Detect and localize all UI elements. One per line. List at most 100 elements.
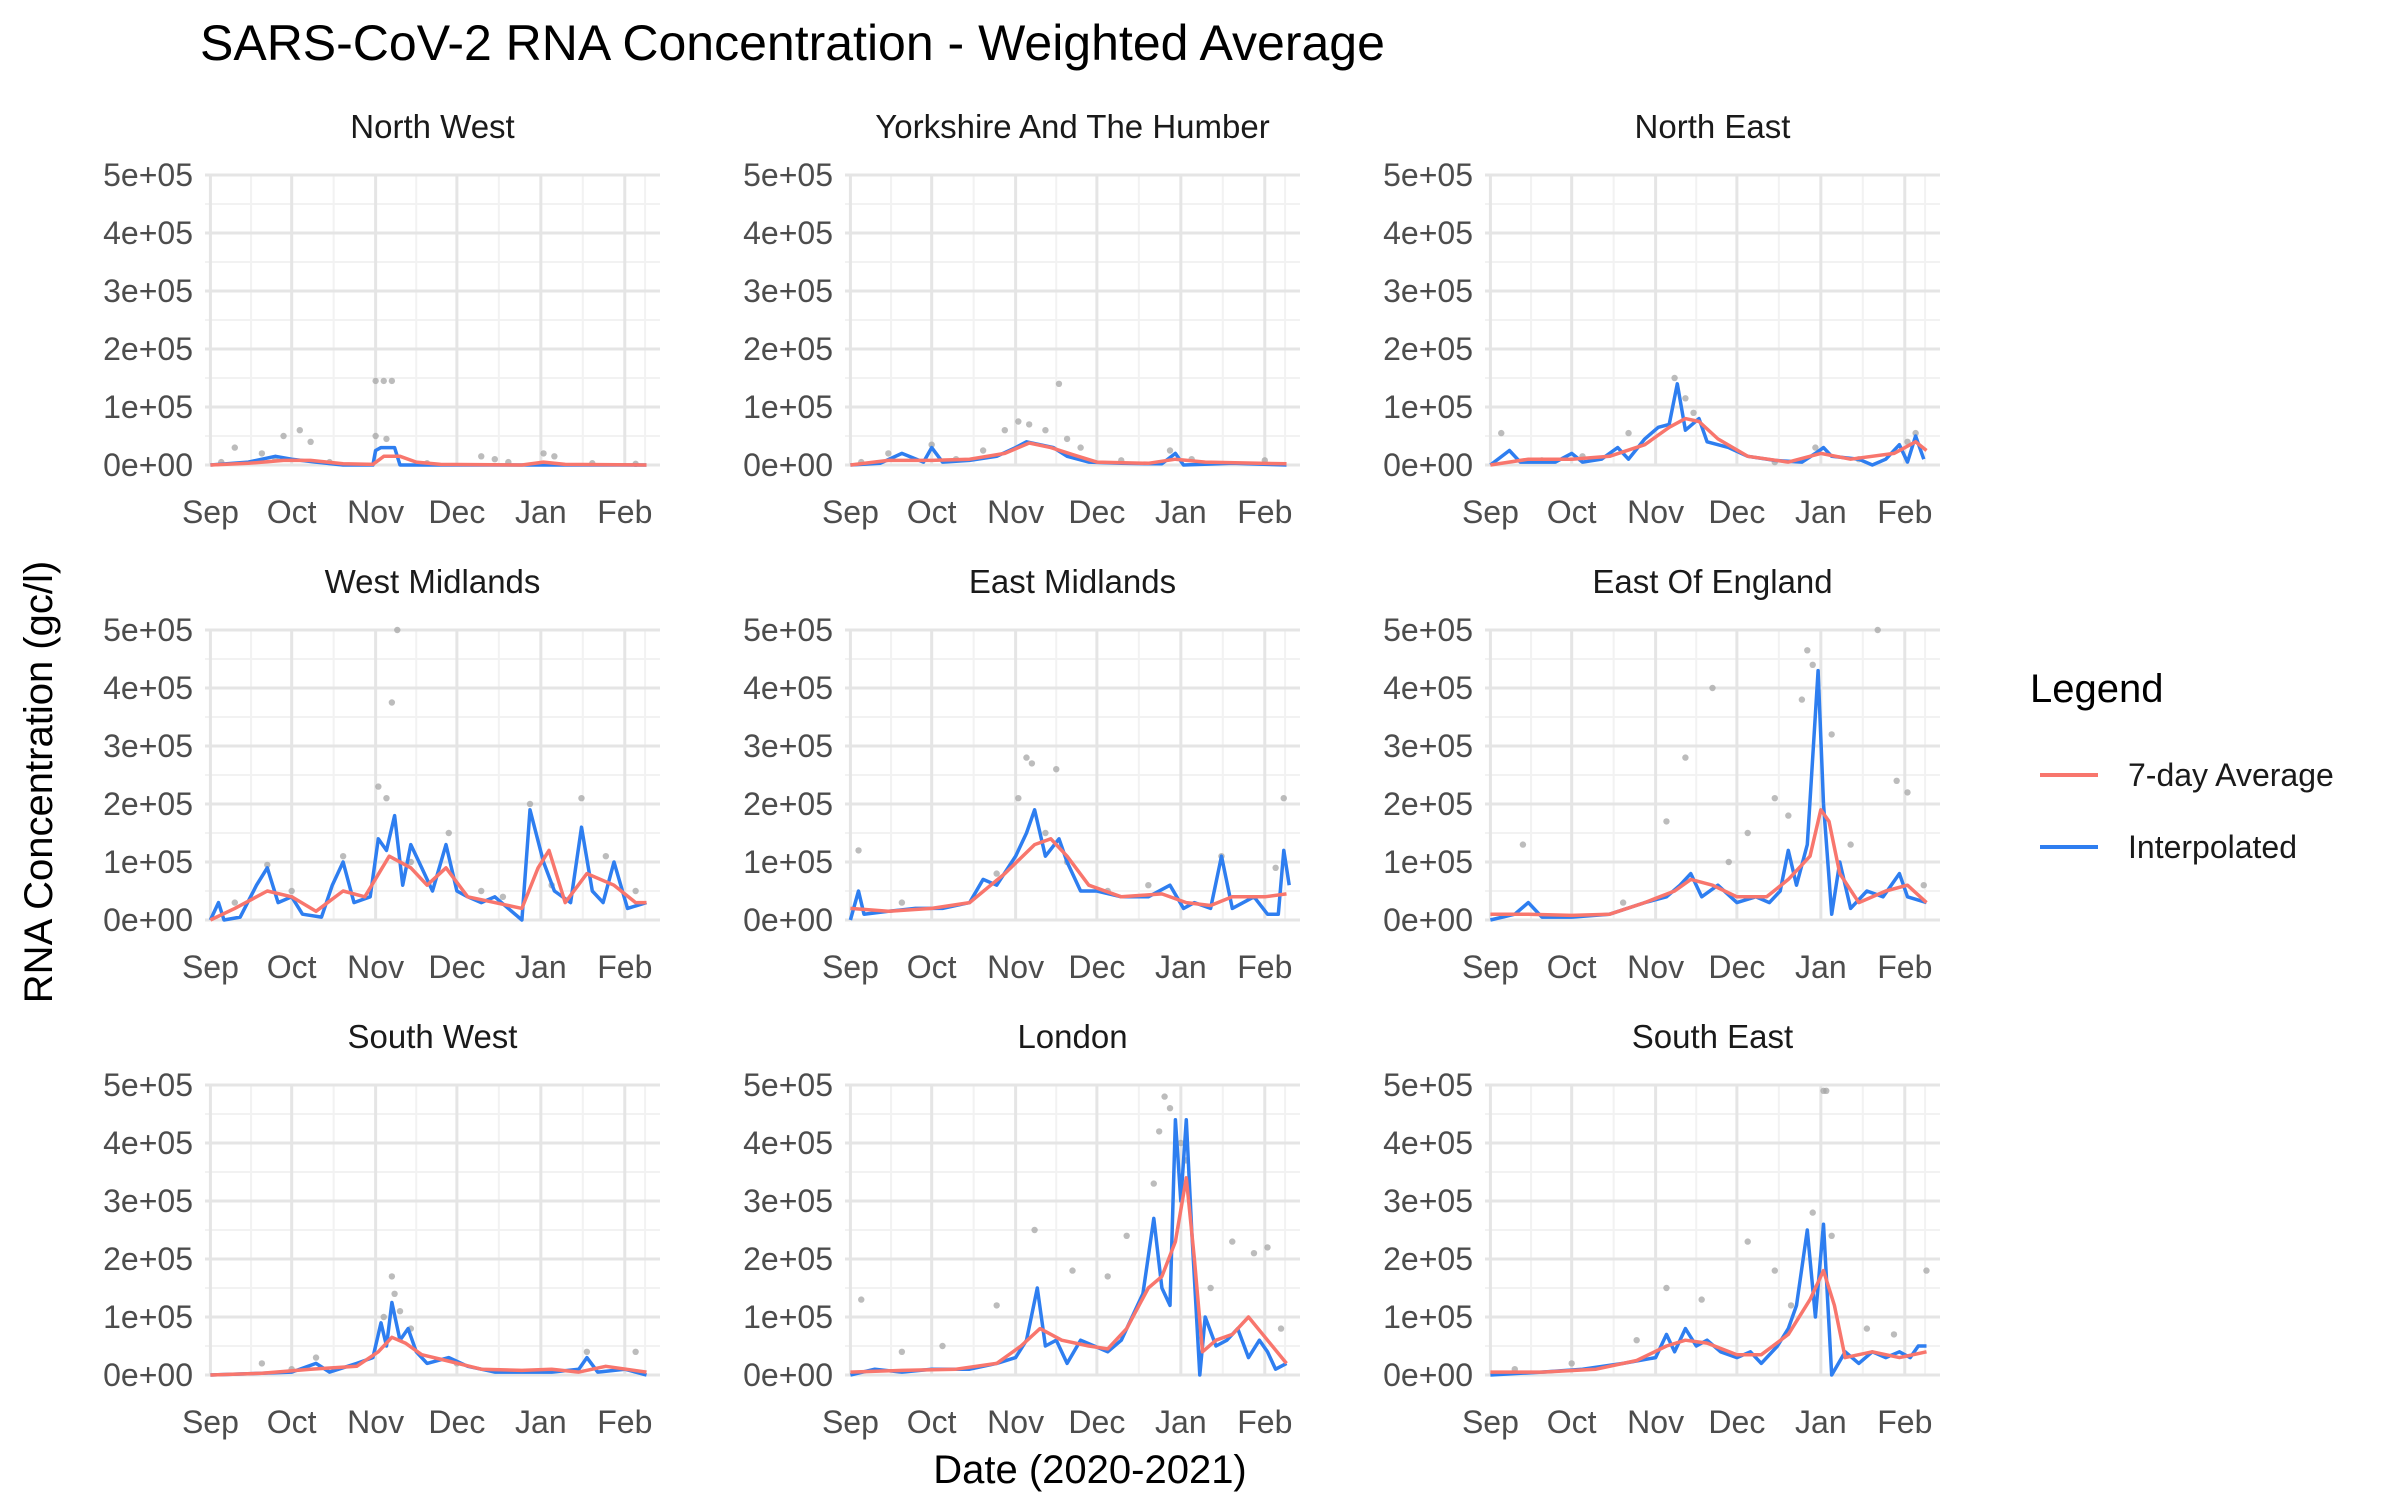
observation-point <box>231 899 238 906</box>
x-tick-label: Sep <box>182 1404 239 1440</box>
y-tick-label: 4e+05 <box>743 670 833 706</box>
observation-point <box>383 435 390 443</box>
y-tick-label: 4e+05 <box>743 1125 833 1161</box>
x-tick-label: Sep <box>822 494 879 530</box>
observation-point <box>1809 661 1816 668</box>
observation-point <box>1690 409 1697 416</box>
legend-label: Interpolated <box>2128 829 2297 865</box>
observation-point <box>1809 1209 1816 1216</box>
observation-point <box>1890 1331 1898 1338</box>
x-tick-label: Oct <box>907 949 957 985</box>
x-tick-label: Dec <box>1068 949 1125 985</box>
x-tick-label: Nov <box>347 1404 404 1440</box>
x-tick-label: Oct <box>267 1404 317 1440</box>
y-tick-label: 1e+05 <box>1383 1299 1473 1335</box>
observation-point <box>1519 841 1527 848</box>
observation-point <box>602 853 610 860</box>
x-tick-label: Sep <box>182 949 239 985</box>
chart-title: SARS-CoV-2 RNA Concentration - Weighted … <box>200 15 1385 71</box>
x-tick-label: Nov <box>347 494 404 530</box>
observation-point <box>372 377 379 385</box>
observation-point <box>1663 1284 1670 1292</box>
observation-point <box>1893 777 1900 784</box>
observation-point <box>885 450 892 457</box>
observation-point <box>1744 829 1751 837</box>
x-tick-label: Oct <box>267 949 317 985</box>
x-tick-label: Oct <box>907 494 957 530</box>
y-tick-label: 3e+05 <box>743 273 833 309</box>
observation-point <box>1812 444 1819 451</box>
x-tick-label: Jan <box>1155 1404 1207 1440</box>
interpolated-line <box>208 808 648 922</box>
x-tick-label: Oct <box>907 1404 957 1440</box>
x-tick-label: Sep <box>1462 1404 1519 1440</box>
observation-point <box>1619 899 1627 906</box>
y-tick-label: 2e+05 <box>1383 786 1473 822</box>
observation-point <box>1123 1232 1130 1240</box>
panel-south-west: South West 0e+00 1e+05 2e+05 3e+05 4e+05 5e+05… <box>103 1018 660 1440</box>
y-tick-label: 2e+05 <box>743 331 833 367</box>
y-tick-label: 3e+05 <box>103 1183 193 1219</box>
x-tick-label: Dec <box>428 1404 485 1440</box>
x-tick-label: Jan <box>1795 494 1847 530</box>
observation-point <box>1804 647 1811 654</box>
observation-point <box>1053 766 1060 773</box>
x-tick-label: Dec <box>1708 949 1765 985</box>
facet-label: South East <box>1632 1018 1793 1055</box>
observation-point <box>993 870 1000 877</box>
observation-point <box>312 1354 320 1361</box>
observation-point <box>264 861 271 869</box>
observation-point <box>1280 795 1287 802</box>
observation-point <box>375 783 382 790</box>
chart-panels: North West 0e+00 1e+05 2e+05 3e+05 4e+05 5e+05… <box>103 108 1940 1440</box>
observation-point <box>372 432 379 440</box>
observation-point <box>1250 1250 1258 1257</box>
x-tick-label: Sep <box>822 949 879 985</box>
y-tick-label: 0e+00 <box>103 447 193 483</box>
x-tick-label: Feb <box>597 949 652 985</box>
y-tick-label: 5e+05 <box>103 157 193 193</box>
y-tick-label: 2e+05 <box>1383 1241 1473 1277</box>
x-tick-label: Jan <box>515 949 567 985</box>
observation-point <box>380 377 387 385</box>
observation-point <box>1166 447 1174 454</box>
y-tick-label: 5e+05 <box>743 157 833 193</box>
x-tick-label: Jan <box>1155 949 1207 985</box>
observation-point <box>578 795 585 802</box>
observation-point <box>1785 812 1792 819</box>
x-tick-label: Nov <box>1627 1404 1684 1440</box>
observation-point <box>632 1348 639 1356</box>
y-tick-label: 1e+05 <box>1383 844 1473 880</box>
observation-point <box>1063 435 1071 443</box>
observation-point <box>383 795 390 802</box>
x-tick-label: Oct <box>1547 949 1597 985</box>
observation-point <box>1028 760 1036 767</box>
observation-point <box>1055 380 1063 387</box>
observation-point <box>540 450 547 457</box>
observation-point <box>280 432 287 440</box>
observation-point <box>1042 427 1049 434</box>
facet-label: North West <box>350 108 514 145</box>
observation-point <box>1663 818 1670 825</box>
y-tick-label: 5e+05 <box>1383 612 1473 648</box>
observation-point <box>388 699 396 706</box>
observation-point <box>1025 421 1033 428</box>
x-tick-label: Feb <box>597 1404 652 1440</box>
average-line <box>850 1176 1288 1374</box>
y-tick-label: 5e+05 <box>103 1067 193 1103</box>
y-tick-label: 2e+05 <box>743 1241 833 1277</box>
observation-point <box>1798 696 1806 703</box>
x-tick-label: Dec <box>428 494 485 530</box>
observation-point <box>1828 731 1835 738</box>
observation-point <box>339 853 347 860</box>
interpolated-line <box>210 1300 647 1377</box>
observation-point <box>1682 754 1689 761</box>
y-tick-label: 1e+05 <box>1383 389 1473 425</box>
y-tick-label: 5e+05 <box>1383 1067 1473 1103</box>
y-tick-label: 4e+05 <box>1383 670 1473 706</box>
interpolated-line <box>1490 1222 1927 1377</box>
legend: Legend 7-day Average Interpolated <box>2030 667 2334 865</box>
observation-point <box>1787 1302 1795 1309</box>
y-tick-label: 1e+05 <box>743 389 833 425</box>
observation-point <box>1015 795 1022 802</box>
